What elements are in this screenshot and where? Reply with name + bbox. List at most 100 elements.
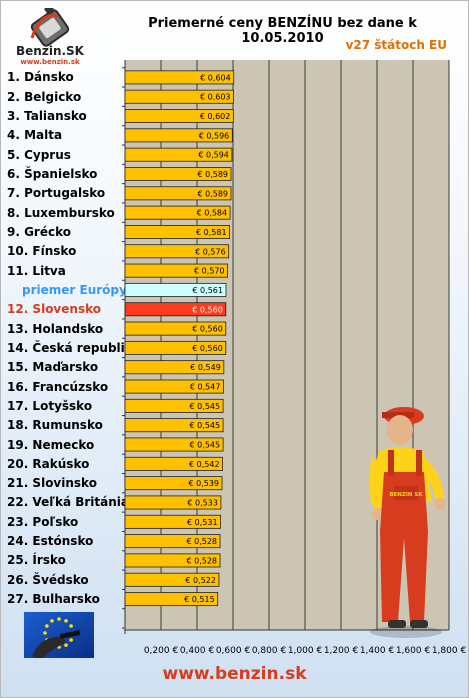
category-label: 8. Luxembursko xyxy=(7,205,115,220)
eu-star-icon xyxy=(64,619,68,623)
bar-value-label: € 0,570 xyxy=(194,267,225,276)
category-label: 18. Rumunsko xyxy=(7,418,103,433)
bar xyxy=(124,244,230,259)
category-label: 6. Španielsko xyxy=(7,167,98,181)
bar-value-label: € 0,581 xyxy=(196,228,227,237)
eu-star-icon xyxy=(69,624,73,628)
category-label: 25. Írsko xyxy=(7,553,66,568)
bar xyxy=(124,437,224,452)
bar xyxy=(124,476,223,491)
category-label: 13. Holandsko xyxy=(7,321,104,336)
chart-title: Priemerné ceny BENZÍNU bez dane k 10.05.… xyxy=(148,16,417,46)
eu-star-icon xyxy=(64,643,68,647)
category-label: 17. Lotyšsko xyxy=(7,398,93,413)
bar-value-label: € 0,560 xyxy=(192,325,223,334)
category-label: 15. Maďarsko xyxy=(7,360,99,375)
bar-value-label: € 0,594 xyxy=(198,151,229,160)
category-label: 22. Veľká Británia xyxy=(7,495,129,510)
bar xyxy=(124,398,224,413)
bar-value-label: € 0,528 xyxy=(186,556,217,565)
bar xyxy=(124,147,233,162)
category-label: 24. Estónsko xyxy=(7,534,94,549)
x-tick-label: 1,200 € xyxy=(324,646,359,656)
category-label: 1. Dánsko xyxy=(7,70,74,85)
bar-value-label: € 0,603 xyxy=(200,93,231,102)
bar xyxy=(124,340,227,355)
bar-value-label: € 0,560 xyxy=(192,305,223,314)
bar-value-label: € 0,533 xyxy=(187,498,218,507)
category-label: 12. Slovensko xyxy=(7,302,101,317)
eu-flag-fuel-nozzle-icon xyxy=(24,612,94,658)
category-label: 27. Bulharsko xyxy=(7,592,100,607)
x-tick-label: 0,800 € xyxy=(252,646,287,656)
category-label: 26. Švédsko xyxy=(7,572,89,587)
bar-value-label: € 0,589 xyxy=(197,189,228,198)
bar-value-label: € 0,549 xyxy=(190,363,221,372)
bar xyxy=(124,360,225,375)
x-tick-label: 0,200 € xyxy=(144,646,179,656)
bar xyxy=(124,282,227,297)
logo-brand: Benzin.SK xyxy=(16,44,85,58)
bar-value-label: € 0,545 xyxy=(190,402,221,411)
logo-url: www.benzin.sk xyxy=(20,58,80,66)
category-label: priemer Európy xyxy=(22,282,127,297)
category-label: 11. Litva xyxy=(7,263,66,278)
category-label: 21. Slovinsko xyxy=(7,476,97,491)
bar xyxy=(124,572,220,587)
bar-value-label: € 0,515 xyxy=(184,595,215,604)
category-labels: 1. Dánsko 2. Belgicko 3. Taliansko 4. Malta… xyxy=(0,0,141,698)
bar-value-label: € 0,604 xyxy=(200,73,231,82)
bar-value-label: € 0,545 xyxy=(190,441,221,450)
bar xyxy=(124,205,231,220)
eu-star-icon xyxy=(57,617,61,621)
bar xyxy=(124,167,232,181)
bar xyxy=(124,495,222,510)
x-tick-label: 1,800 € xyxy=(432,646,467,656)
bar xyxy=(124,379,224,394)
category-label: 3. Taliansko xyxy=(7,109,87,124)
chart-subtitle: v27 štátoch EU xyxy=(345,38,447,52)
eu-star-icon xyxy=(45,624,49,628)
footer-url[interactable]: www.benzin.sk xyxy=(162,664,307,684)
category-label: 9. Grécko xyxy=(7,224,72,239)
category-label: 23. Poľsko xyxy=(7,514,79,529)
category-label: 4. Malta xyxy=(7,128,63,143)
eu-star-icon xyxy=(69,638,73,642)
bar xyxy=(124,128,233,143)
bar-value-label: € 0,576 xyxy=(195,247,226,256)
category-label: 14. Česká republika xyxy=(7,340,141,355)
bar xyxy=(124,224,230,239)
bar-value-label: € 0,522 xyxy=(185,576,216,585)
bar-value-label: € 0,560 xyxy=(192,344,223,353)
bar-value-label: € 0,602 xyxy=(200,112,231,121)
category-label: 16. Francúzsko xyxy=(7,379,109,394)
bar-value-label: € 0,589 xyxy=(197,170,228,179)
bar-value-label: € 0,528 xyxy=(186,537,217,546)
bar xyxy=(124,418,224,433)
bar-value-label: € 0,584 xyxy=(197,209,228,218)
bar xyxy=(124,321,227,336)
eu-star-icon xyxy=(43,631,47,635)
eu-star-icon xyxy=(50,619,54,623)
bar xyxy=(124,109,234,124)
bar-value-label: € 0,561 xyxy=(192,286,223,295)
gas-station-mechanic-mascot: BENZIN SK xyxy=(368,407,446,638)
bar xyxy=(124,592,219,607)
bar xyxy=(124,70,235,85)
bar-value-label: € 0,596 xyxy=(199,131,230,140)
x-tick-label: 1,000 € xyxy=(288,646,323,656)
category-label: 19. Nemecko xyxy=(7,437,95,452)
bar-value-label: € 0,531 xyxy=(187,518,218,527)
x-tick-label: 0,400 € xyxy=(180,646,215,656)
bar-value-label: € 0,547 xyxy=(190,383,221,392)
category-label: 7. Portugalsko xyxy=(7,186,106,201)
bar xyxy=(124,89,234,104)
x-tick-label: 1,400 € xyxy=(360,646,395,656)
bar xyxy=(124,263,228,278)
bar xyxy=(124,553,221,568)
category-label: 2. Belgicko xyxy=(7,89,82,104)
bar xyxy=(124,514,221,529)
x-tick-label: 0,600 € xyxy=(216,646,251,656)
benzin-logo: Benzin.SK www.benzin.sk xyxy=(16,8,85,66)
